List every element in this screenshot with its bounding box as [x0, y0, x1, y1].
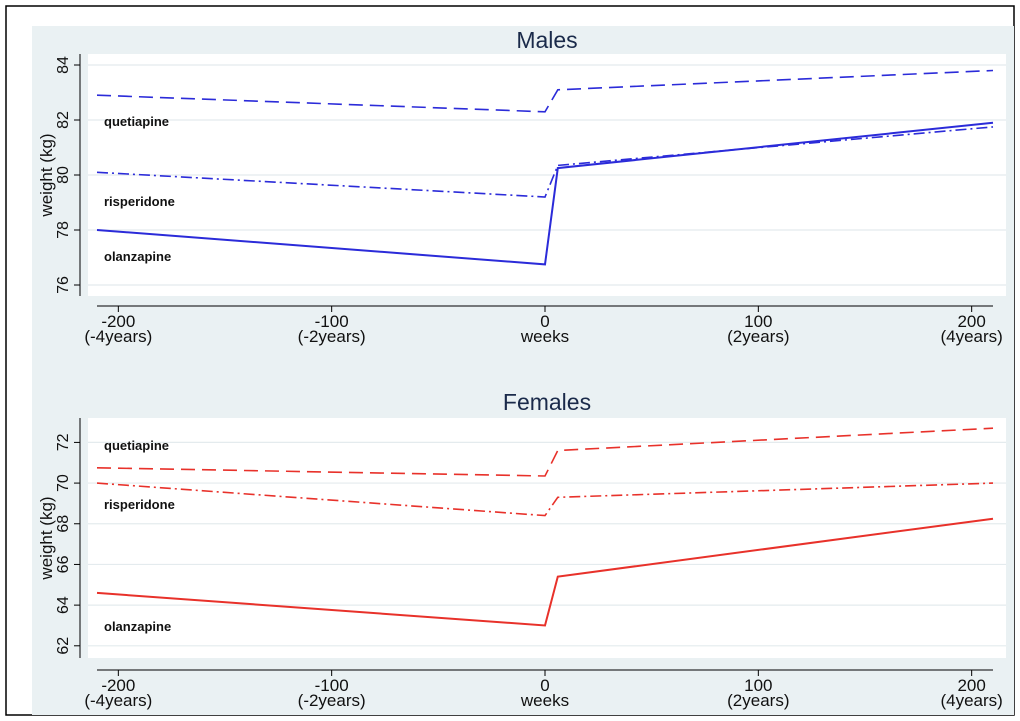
females-risperidone-label: risperidone: [104, 497, 175, 512]
males-x-tick-label: 200: [957, 312, 985, 331]
females-y-tick-label: 66: [55, 555, 72, 573]
males-x-tick-label: 0: [540, 312, 549, 331]
males-x-tick-label: -100: [315, 312, 349, 331]
females-y-axis-label: weight (kg): [37, 496, 56, 580]
females-y-ticks: 62 64 66 68 70 72: [55, 418, 81, 658]
males-y-tick-label: 84: [55, 56, 72, 74]
males-x-tick-sublabel: (4years): [940, 327, 1002, 346]
males-risperidone-label: risperidone: [104, 194, 175, 209]
females-panel: Females weight (kg) 62 64 66 68 70 72 -200(-4…: [37, 389, 1006, 710]
females-x-tick-sublabel: (-4years): [84, 691, 152, 710]
females-x-tick-sublabel: (4years): [940, 691, 1002, 710]
males-x-tick-label: 100: [744, 312, 772, 331]
females-x-tick-label: 100: [744, 676, 772, 695]
males-title: Males: [516, 27, 577, 53]
females-x-tick-label: -100: [315, 676, 349, 695]
males-olanzapine-label: olanzapine: [104, 249, 171, 264]
females-gridlines: [88, 441, 1006, 647]
males-y-tick-label: 82: [55, 111, 72, 129]
males-x-tick-sublabel: (-2years): [298, 327, 366, 346]
females-quetiapine-line: [96, 427, 994, 477]
males-x-tick-sublabel: (-4years): [84, 327, 152, 346]
females-series-labels: quetiapine risperidone olanzapine: [104, 438, 175, 634]
males-panel: Males weight (kg) 76 78 80 82 84 -200(-4year…: [37, 27, 1006, 346]
females-x-tick-label: 200: [957, 676, 985, 695]
males-olanzapine-line: [96, 121, 994, 266]
females-x-tick-sublabel: (-2years): [298, 691, 366, 710]
males-x-tick-sublabel: weeks: [520, 327, 569, 346]
females-y-tick-label: 70: [55, 474, 72, 492]
females-olanzapine-line: [96, 517, 994, 627]
females-y-tick-label: 68: [55, 515, 72, 533]
females-y-tick-label: 62: [55, 637, 72, 655]
females-series: [96, 427, 994, 627]
males-y-ticks: 76 78 80 82 84: [55, 54, 81, 296]
females-olanzapine-label: olanzapine: [104, 619, 171, 634]
females-x-tick-sublabel: weeks: [520, 691, 569, 710]
males-quetiapine-label: quetiapine: [104, 114, 169, 129]
females-x-tick-label: 0: [540, 676, 549, 695]
females-x-tick-sublabel: (2years): [727, 691, 789, 710]
females-quetiapine-label: quetiapine: [104, 438, 169, 453]
males-y-axis-label: weight (kg): [37, 133, 56, 217]
males-y-tick-label: 80: [55, 166, 72, 184]
females-y-tick-label: 64: [55, 596, 72, 614]
males-y-tick-label: 78: [55, 221, 72, 239]
males-gridlines: [88, 64, 1006, 286]
males-x-tick-sublabel: (2years): [727, 327, 789, 346]
females-title: Females: [503, 389, 591, 415]
males-series: [96, 69, 994, 266]
males-series-labels: quetiapine risperidone olanzapine: [104, 114, 175, 264]
females-x-tick-label: -200: [101, 676, 135, 695]
males-y-tick-label: 76: [55, 276, 72, 294]
males-x-tick-label: -200: [101, 312, 135, 331]
females-plot-area: [88, 418, 1006, 658]
females-y-tick-label: 72: [55, 433, 72, 451]
